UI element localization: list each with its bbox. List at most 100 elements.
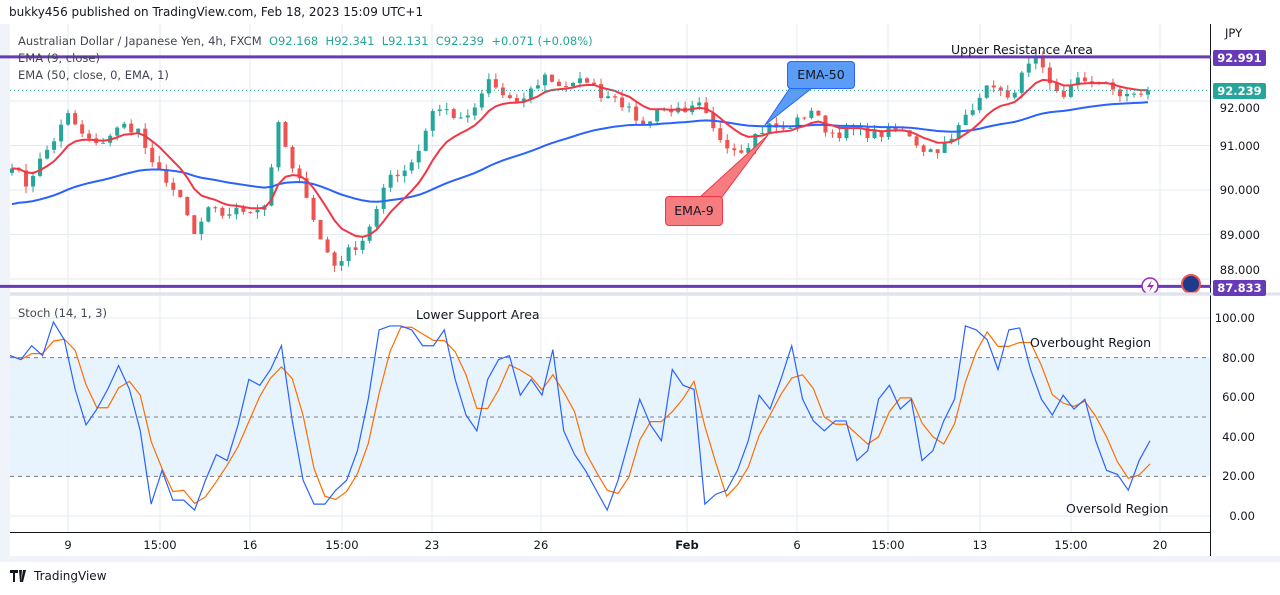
- candle: [199, 221, 204, 234]
- candle: [585, 78, 590, 83]
- candle: [563, 86, 568, 88]
- candle: [781, 127, 786, 129]
- time-tick: 13: [972, 538, 988, 552]
- candle: [444, 109, 449, 111]
- candle: [718, 128, 723, 140]
- candle: [290, 146, 295, 169]
- candle: [178, 189, 183, 197]
- candle: [514, 98, 519, 103]
- candle: [542, 74, 547, 86]
- candle: [704, 102, 709, 113]
- price-tick: 90.000: [1219, 183, 1260, 197]
- lightning-event-icon: [1147, 280, 1154, 292]
- tradingview-logo[interactable]: TradingView: [10, 569, 107, 583]
- ema9-line: [11, 78, 1149, 238]
- time-tick: 20: [1152, 538, 1168, 552]
- stoch-k-line: [9, 320, 1151, 512]
- close-value: C92.239: [435, 34, 484, 48]
- candle: [472, 107, 477, 116]
- stoch-legend[interactable]: Stoch (14, 1, 3): [18, 306, 107, 320]
- candle: [949, 138, 954, 143]
- stoch-tick: 60.00: [1222, 390, 1255, 404]
- time-tick: 6: [793, 538, 801, 552]
- candle: [458, 117, 463, 119]
- currency-label: JPY: [1225, 26, 1243, 40]
- symbol-name: Australian Dollar / Japanese Yen, 4h, FX…: [18, 34, 262, 48]
- candle: [283, 122, 288, 147]
- candle: [332, 252, 337, 266]
- candle: [381, 187, 386, 209]
- time-tick: 15:00: [143, 538, 177, 552]
- candle: [465, 115, 470, 118]
- time-tick: 9: [64, 538, 72, 552]
- candle: [1082, 77, 1087, 82]
- candle: [437, 109, 442, 112]
- candle: [641, 120, 646, 125]
- candle: [31, 175, 36, 187]
- candle: [1131, 93, 1136, 95]
- candle: [311, 197, 316, 220]
- candle: [970, 110, 975, 115]
- candle: [59, 124, 64, 142]
- candle: [73, 113, 78, 125]
- candle: [416, 150, 421, 163]
- candle: [304, 178, 309, 198]
- candle: [1110, 82, 1115, 90]
- candle: [760, 132, 765, 135]
- candle: [1117, 89, 1122, 97]
- candle: [157, 162, 162, 170]
- candle: [921, 145, 926, 152]
- time-tick: 15:00: [871, 538, 905, 552]
- candle: [907, 130, 912, 137]
- ema9-legend[interactable]: EMA (9, close): [18, 51, 100, 65]
- candle: [164, 169, 169, 183]
- brand-name: TradingView: [34, 569, 107, 583]
- candle: [935, 149, 940, 153]
- candle: [115, 127, 120, 136]
- ema50-callout: EMA-50: [787, 61, 855, 89]
- ema50-legend[interactable]: EMA (50, close, 0, EMA, 1): [18, 68, 169, 82]
- overbought-label: Overbought Region: [1030, 335, 1152, 350]
- published-by-text: bukky456 published on TradingView.com, F…: [9, 5, 424, 19]
- candle: [150, 147, 155, 163]
- candle: [648, 121, 653, 125]
- low-value: L92.131: [381, 34, 429, 48]
- time-tick: 23: [424, 538, 440, 552]
- candle: [325, 239, 330, 253]
- candle: [409, 162, 414, 171]
- candle: [865, 127, 870, 139]
- candle: [1019, 72, 1024, 93]
- time-tick: 15:00: [1054, 538, 1088, 552]
- time-tick: 15:00: [325, 538, 359, 552]
- candle: [599, 84, 604, 99]
- candle: [893, 127, 898, 130]
- stoch-tick: 100.00: [1214, 311, 1255, 325]
- candle: [746, 147, 751, 153]
- candle: [592, 82, 597, 85]
- upper-resistance-label: Upper Resistance Area: [951, 42, 1093, 57]
- tradingview-logo-icon: [10, 570, 26, 582]
- support-price-tag: 87.833: [1213, 280, 1266, 296]
- candle: [942, 142, 947, 153]
- candle: [220, 207, 225, 216]
- candle: [613, 96, 618, 98]
- candle: [374, 208, 379, 227]
- candle: [963, 114, 968, 126]
- resistance-price-tag: 92.991: [1213, 50, 1266, 66]
- candle: [914, 136, 919, 146]
- candle: [578, 78, 582, 84]
- candle: [213, 207, 218, 209]
- price-tick: 91.000: [1219, 139, 1260, 153]
- candle: [1012, 92, 1017, 98]
- candle: [136, 128, 141, 133]
- candle: [206, 207, 211, 222]
- candle: [1146, 90, 1150, 95]
- candle: [1005, 90, 1010, 98]
- candle: [549, 74, 554, 82]
- candle: [556, 81, 561, 87]
- candle: [248, 211, 253, 213]
- candle: [627, 106, 632, 108]
- candle: [535, 85, 540, 89]
- candle: [1054, 83, 1059, 91]
